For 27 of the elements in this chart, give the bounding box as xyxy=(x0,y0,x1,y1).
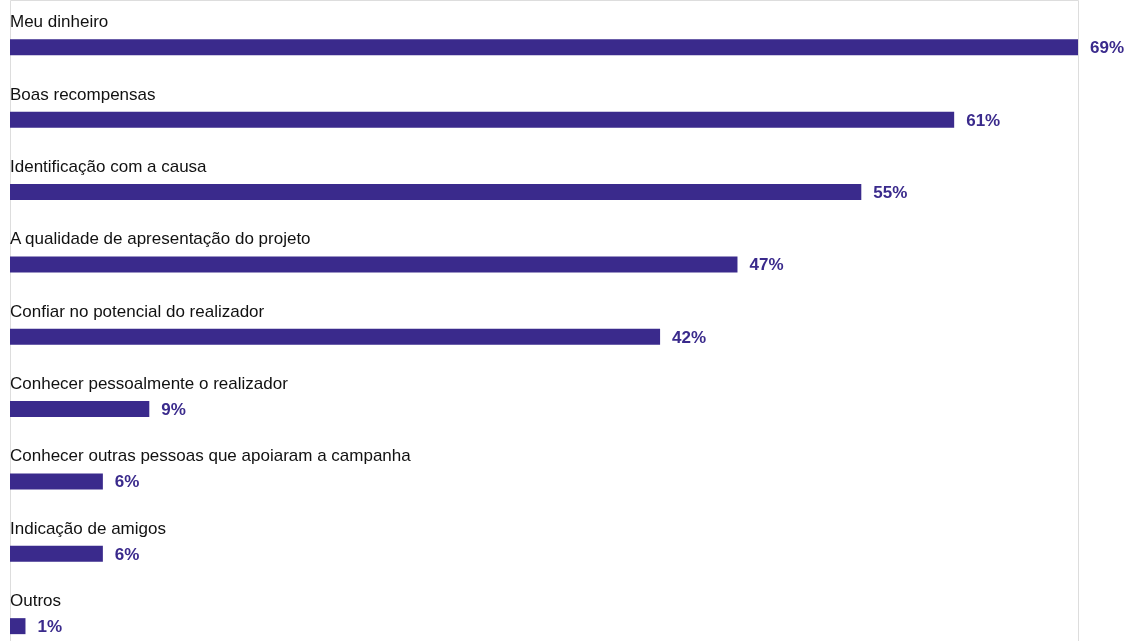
data-label: 55% xyxy=(873,183,908,203)
bar xyxy=(10,256,738,273)
y-tick-label: Outros xyxy=(10,591,62,611)
data-label: 6% xyxy=(114,472,140,492)
data-label: 9% xyxy=(161,400,186,420)
data-label: 61% xyxy=(966,110,1001,130)
bar xyxy=(10,545,103,562)
bar xyxy=(10,184,862,201)
bar xyxy=(10,328,661,345)
bar xyxy=(10,401,150,418)
y-tick-label: Indicação de amigos xyxy=(10,518,166,538)
y-tick-label: Conhecer pessoalmente o realizador xyxy=(10,374,289,394)
y-tick-label: Identificação com a causa xyxy=(10,157,208,177)
data-label: 1% xyxy=(37,617,63,637)
y-tick-label: Meu dinheiro xyxy=(10,12,109,32)
y-tick-label: Boas recompensas xyxy=(10,84,156,104)
bar xyxy=(10,39,1078,56)
y-tick-label: Confiar no potencial do realizador xyxy=(10,301,265,321)
data-label: 6% xyxy=(114,544,140,564)
bar xyxy=(10,111,955,128)
data-label: 69% xyxy=(1090,38,1125,58)
data-label: 47% xyxy=(749,255,784,275)
bar xyxy=(10,618,26,635)
data-label: 42% xyxy=(672,327,707,347)
y-tick-label: A qualidade de apresentação do projeto xyxy=(10,229,311,249)
bar xyxy=(10,473,103,490)
y-tick-label: Conhecer outras pessoas que apoiaram a campanha xyxy=(10,446,412,466)
